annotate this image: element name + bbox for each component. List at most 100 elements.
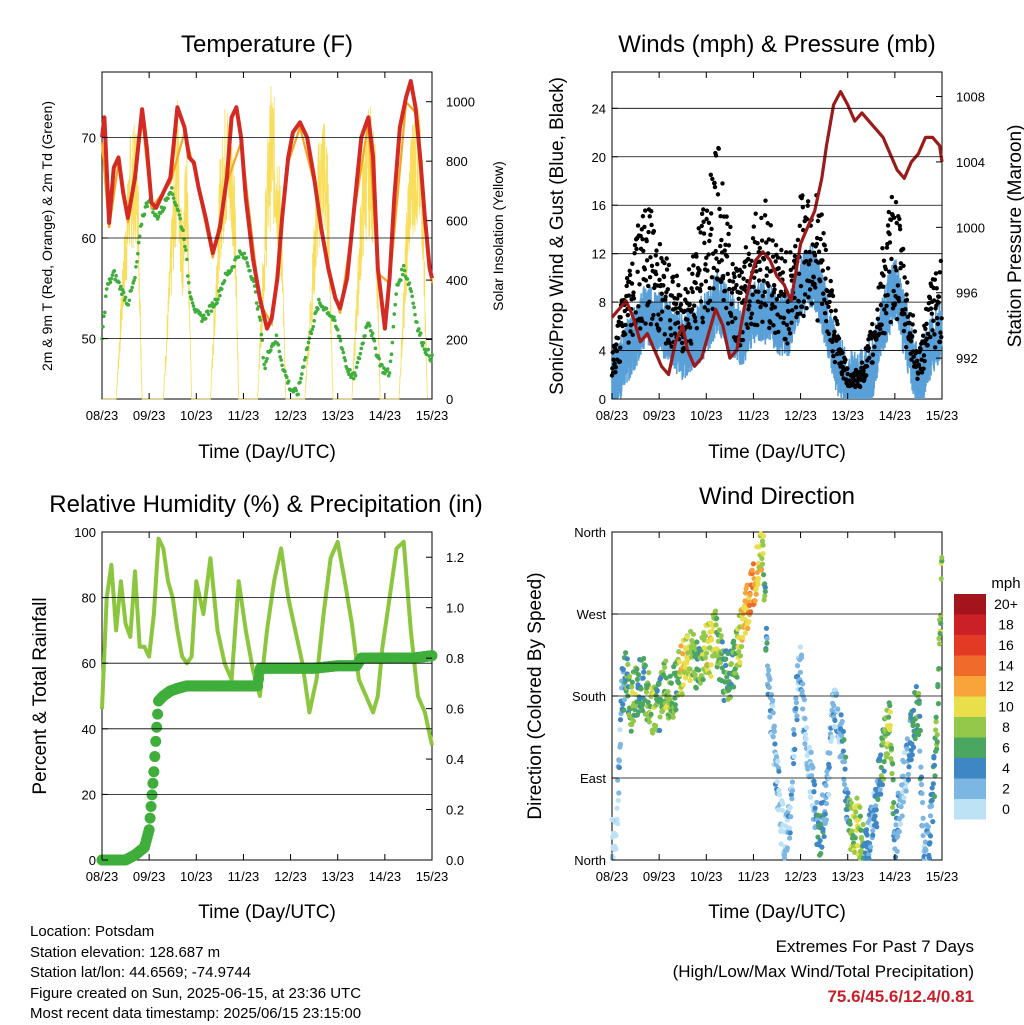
temperature-xlabel: Time (Day/UTC) xyxy=(198,442,336,463)
dewpoint-point xyxy=(380,363,384,367)
y-tick-label: 50 xyxy=(82,332,96,347)
extremes-subtitle: (High/Low/Max Wind/Total Precipitation) xyxy=(672,962,974,981)
gust-point xyxy=(754,269,759,274)
gust-point xyxy=(663,294,668,300)
direction-point xyxy=(760,542,766,548)
direction-point xyxy=(917,748,923,754)
gust-point xyxy=(703,279,709,284)
gust-point xyxy=(757,245,763,251)
gust-point xyxy=(811,275,816,280)
gust-point xyxy=(673,306,678,311)
temperature-plot-frame xyxy=(101,71,433,400)
gust-point xyxy=(704,208,710,213)
colorbar-swatch xyxy=(954,655,986,676)
direction-point xyxy=(823,817,830,823)
location-text: Location: Potsdam xyxy=(30,923,155,940)
direction-point xyxy=(762,593,768,599)
gust-point xyxy=(759,238,765,243)
dewpoint-point xyxy=(133,275,137,280)
gust-point xyxy=(615,335,621,341)
direction-point xyxy=(787,830,793,836)
direction-point xyxy=(634,666,640,672)
gust-point xyxy=(647,275,653,280)
direction-point xyxy=(840,748,846,754)
direction-point xyxy=(893,822,899,828)
gust-point xyxy=(887,240,893,245)
direction-point xyxy=(873,803,879,809)
gust-point xyxy=(687,325,693,330)
gust-point xyxy=(689,286,694,291)
dewpoint-point xyxy=(119,284,123,289)
gust-point xyxy=(825,266,831,271)
direction-point xyxy=(939,554,945,561)
gust-point xyxy=(815,218,821,224)
gust-point xyxy=(786,309,791,314)
gust-point xyxy=(931,298,937,303)
dewpoint-point xyxy=(191,304,196,308)
direction-point xyxy=(930,818,936,825)
direction-point xyxy=(791,753,797,759)
direction-point xyxy=(652,723,659,729)
gust-point xyxy=(914,358,920,363)
dewpoint-point xyxy=(361,341,365,345)
direction-point xyxy=(682,675,689,681)
gust-point xyxy=(691,263,696,268)
dewpoint-point xyxy=(244,256,249,260)
dewpoint-point xyxy=(324,306,329,311)
gust-point xyxy=(635,223,641,228)
gust-point xyxy=(937,339,943,345)
gust-point xyxy=(756,289,761,294)
direction-point xyxy=(663,658,669,664)
dewpoint-point xyxy=(108,280,113,285)
dewpoint-point xyxy=(176,208,181,213)
temperature-marks xyxy=(100,79,434,400)
gust-point xyxy=(891,215,897,220)
gust-point xyxy=(700,315,705,321)
y2-tick-label: 1008 xyxy=(956,90,985,105)
direction-point xyxy=(896,828,902,835)
dewpoint-point xyxy=(342,355,347,360)
gust-point xyxy=(697,267,702,273)
gust-point xyxy=(649,222,654,228)
dewpoint-point xyxy=(294,388,299,393)
direction-point xyxy=(794,713,800,719)
gust-point xyxy=(864,364,870,369)
gust-point xyxy=(666,305,671,310)
direction-point xyxy=(621,707,627,713)
gust-point xyxy=(772,305,778,310)
direction-point xyxy=(926,855,932,861)
dewpoint-point xyxy=(301,364,306,369)
dewpoint-point xyxy=(203,316,208,321)
direction-point xyxy=(780,801,786,807)
colorbar-title: mph xyxy=(991,575,1020,592)
gust-point xyxy=(920,333,926,338)
gust-point xyxy=(800,193,805,198)
gust-point xyxy=(709,226,714,232)
direction-point xyxy=(697,680,703,686)
dewpoint-point xyxy=(174,204,179,208)
gust-point xyxy=(710,176,715,182)
dewpoint-point xyxy=(400,267,404,272)
dewpoint-point xyxy=(296,392,300,397)
colorbar-label: 10 xyxy=(998,699,1014,715)
gust-point xyxy=(708,211,714,216)
direction-point xyxy=(918,774,925,780)
direction-point xyxy=(702,633,708,639)
latlon-text: Station lat/lon: 44.6569; -74.9744 xyxy=(30,964,252,981)
dewpoint-point xyxy=(248,268,252,273)
dewpoint-point xyxy=(183,244,187,249)
gust-point xyxy=(701,231,707,236)
direction-point xyxy=(797,669,803,675)
x-tick-label: 09/23 xyxy=(643,408,676,423)
gust-point xyxy=(872,330,878,335)
gust-point xyxy=(635,269,640,275)
gust-point xyxy=(766,283,771,289)
gust-point xyxy=(742,264,747,269)
direction-point xyxy=(929,803,935,809)
direction-point xyxy=(847,821,853,827)
gust-point xyxy=(726,231,731,237)
dewpoint-point xyxy=(209,309,214,313)
gust-point xyxy=(728,313,734,319)
gust-point xyxy=(755,322,760,328)
gust-point xyxy=(830,293,836,299)
